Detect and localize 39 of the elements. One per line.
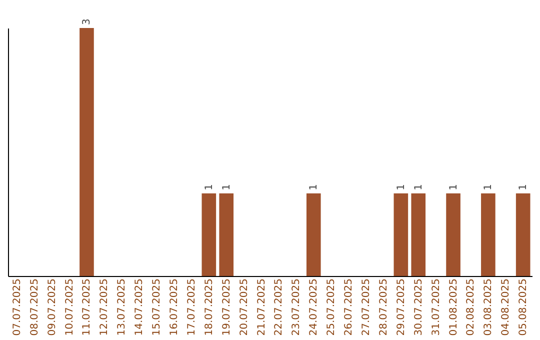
x-tick-label: 02.08.2025 [466, 278, 477, 336]
x-tick-label: 05.08.2025 [518, 278, 530, 336]
data-label: 1 [221, 184, 232, 190]
data-label: 1 [518, 184, 530, 190]
x-tick-label: 27.07.2025 [361, 278, 372, 336]
x-tick-label: 29.07.2025 [396, 278, 407, 336]
x-tick-label: 22.07.2025 [274, 278, 285, 336]
x-tick-label: 07.07.2025 [12, 278, 23, 336]
x-tick-label: 15.07.2025 [152, 278, 163, 336]
x-tick-label: 03.08.2025 [483, 278, 494, 336]
x-tick-label: 23.07.2025 [291, 278, 302, 336]
x-tick-label: 20.07.2025 [238, 278, 250, 336]
data-label: 1 [396, 184, 407, 190]
x-tick-label: 26.07.2025 [344, 278, 355, 336]
x-tick-label: 16.07.2025 [168, 278, 180, 336]
x-tick-label: 10.07.2025 [64, 278, 76, 336]
x-tick-label: 25.07.2025 [326, 278, 338, 336]
x-tick-label: 08.07.2025 [29, 278, 40, 336]
x-tick-label: 18.07.2025 [204, 278, 215, 336]
data-label: 1 [448, 184, 460, 190]
x-tick-label: 12.07.2025 [99, 278, 110, 336]
data-label: 1 [204, 184, 215, 190]
x-tick-label: 21.07.2025 [256, 278, 268, 336]
data-label: 1 [413, 184, 424, 190]
x-tick-label: 11.07.2025 [82, 278, 93, 336]
x-tick-label: 09.07.2025 [46, 278, 58, 336]
x-tick-label: 01.08.2025 [448, 278, 460, 336]
x-tick-label: 14.07.2025 [134, 278, 146, 336]
data-label: 1 [483, 184, 494, 190]
x-tick-label: 13.07.2025 [116, 278, 128, 336]
x-tick-label: 28.07.2025 [378, 278, 390, 336]
x-tick-label: 04.08.2025 [500, 278, 512, 336]
x-tick-label: 24.07.2025 [308, 278, 320, 336]
x-tick-label: 17.07.2025 [186, 278, 198, 336]
data-label: 1 [308, 184, 320, 190]
x-tick-label: 30.07.2025 [413, 278, 424, 336]
x-tick-label: 31.07.2025 [430, 278, 442, 336]
data-label: 3 [82, 18, 93, 25]
x-tick-label: 19.07.2025 [221, 278, 232, 336]
